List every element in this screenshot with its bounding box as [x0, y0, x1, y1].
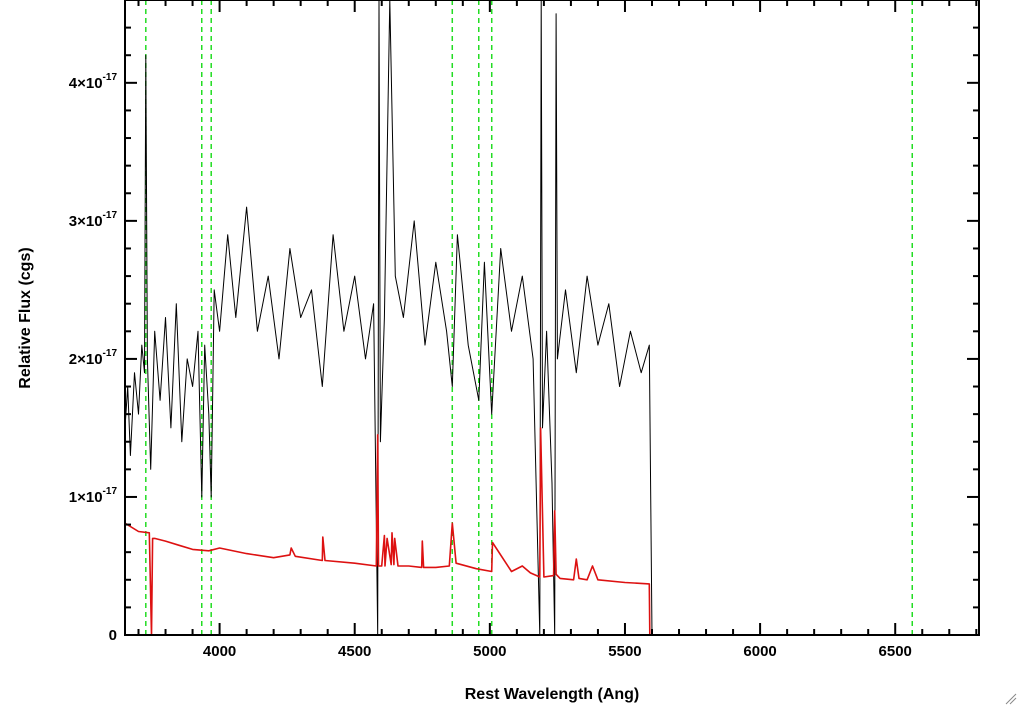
y-tick-label: 0: [109, 627, 117, 644]
x-tick-label: 6500: [879, 643, 912, 660]
x-tick-label: 6000: [743, 643, 776, 660]
x-axis: 4000 4500 5000 5500 6000 6500: [137, 0, 978, 660]
y-tick-label: 3×10-17: [69, 210, 118, 230]
y-tick-label: 1×10-17: [69, 486, 118, 506]
plot-frame: [124, 0, 980, 636]
x-axis-title: Rest Wavelength (Ang): [465, 686, 640, 703]
x-tick-label: 5000: [473, 643, 506, 660]
y-axis: 0 1×10-17 2×10-17 3×10-17 4×10-17: [69, 26, 979, 644]
x-tick-label: 4500: [338, 643, 371, 660]
series-layer: [124, 0, 979, 636]
y-tick-label: 4×10-17: [69, 72, 118, 92]
y-tick-label: 2×10-17: [69, 348, 118, 368]
series-line-model: [124, 427, 979, 636]
x-tick-label: 5500: [608, 643, 641, 660]
reference-lines-layer: [145, 0, 913, 635]
x-tick-label: 4000: [203, 643, 236, 660]
resize-grip-icon: [1005, 693, 1017, 705]
y-axis-title: Relative Flux (cgs): [17, 247, 34, 388]
series-line-observed: [124, 0, 979, 636]
